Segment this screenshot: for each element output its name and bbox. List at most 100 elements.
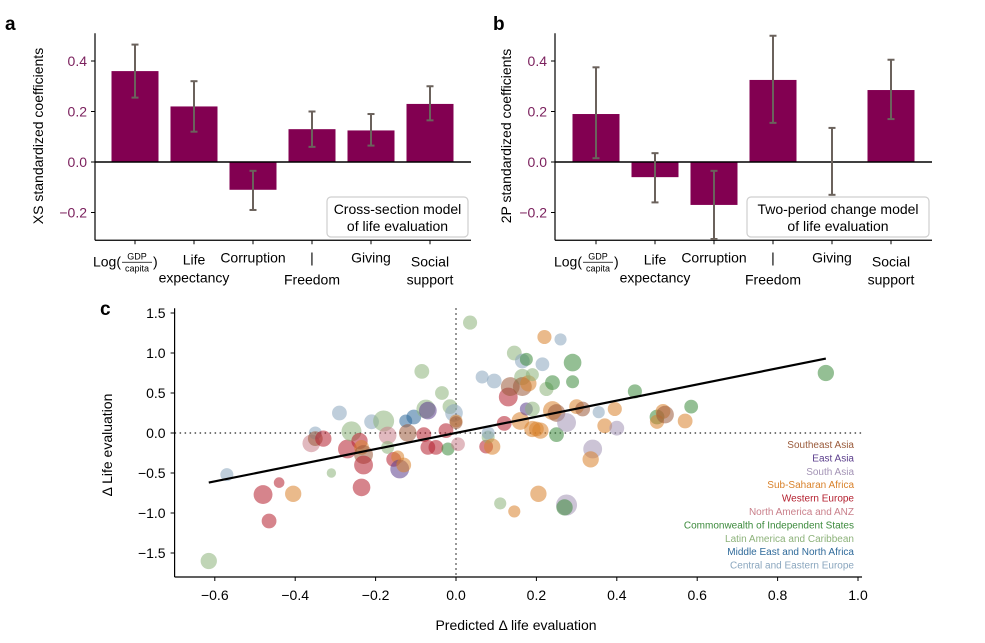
scatter-point bbox=[398, 424, 417, 442]
scatter-point bbox=[484, 438, 501, 455]
scatter-point bbox=[315, 430, 332, 447]
legend-entry: East Asia bbox=[812, 453, 854, 464]
scatter-point bbox=[273, 477, 285, 488]
scatter-point bbox=[352, 478, 371, 497]
scatter-point bbox=[428, 440, 444, 455]
x-tick-label: −0.2 bbox=[362, 587, 390, 603]
annotation-box bbox=[746, 196, 930, 238]
legend-entry: South Asia bbox=[806, 467, 854, 478]
scatter-point bbox=[575, 401, 591, 417]
panel-a-xlabels: Log(GDP capita) Life expectancy Corruption | F… bbox=[93, 240, 453, 287]
scatter-point bbox=[354, 455, 373, 475]
y-tick-label: −1.5 bbox=[138, 545, 166, 561]
scatter-point bbox=[535, 357, 550, 372]
scatter-point bbox=[475, 370, 489, 384]
x-tick-label: | bbox=[310, 249, 314, 265]
legend-entry: Southeast Asia bbox=[787, 440, 854, 451]
y-tick-label: 1.0 bbox=[146, 345, 166, 361]
scatter-point bbox=[525, 368, 539, 382]
panel-c-axes: −1.5 −1.0 −0.5 0.0 0.5 1.0 1.5 −0.6 −0.4 −0.2 0.0 0… bbox=[138, 305, 868, 603]
annotation-text: Cross-section model bbox=[334, 201, 462, 217]
annotation-text: of life evaluation bbox=[347, 218, 448, 234]
x-tick-label: 0.2 bbox=[527, 587, 547, 603]
x-tick-label: Corruption bbox=[220, 249, 285, 265]
scatter-point bbox=[494, 497, 507, 510]
scatter-point bbox=[609, 420, 625, 436]
x-tick-label-part: Log( bbox=[93, 253, 121, 269]
panel-a-ylabel: XS standardized coefficients bbox=[30, 48, 46, 224]
legend-entry: Middle East and North Africa bbox=[727, 547, 854, 558]
x-tick-label-log-gdp: Log(GDP capita) bbox=[554, 251, 619, 273]
panel-c-points bbox=[200, 315, 834, 570]
scatter-point bbox=[817, 364, 834, 382]
y-tick-label: −0.2 bbox=[519, 205, 547, 221]
panel-c-xlabel: Predicted Δ life evaluation bbox=[435, 617, 596, 633]
panel-c-ylabel: Δ Life evaluation bbox=[99, 394, 115, 497]
annotation-text: of life evaluation bbox=[787, 218, 888, 234]
panel-c-legend: Southeast Asia East Asia South Asia Sub-Sah… bbox=[684, 440, 855, 572]
x-tick-label: | bbox=[771, 249, 775, 265]
scatter-point bbox=[332, 405, 347, 421]
scatter-point bbox=[519, 352, 533, 366]
y-tick-label: 0.0 bbox=[146, 425, 166, 441]
x-tick-label: 0.0 bbox=[446, 587, 466, 603]
x-tick-label: Life bbox=[183, 251, 206, 267]
scatter-point bbox=[419, 401, 437, 420]
x-tick-label-log-gdp: Log(GDP capita) bbox=[93, 251, 158, 273]
scatter-point bbox=[537, 329, 552, 345]
panel-b-bars bbox=[555, 34, 932, 241]
fraction-denominator: capita bbox=[125, 263, 149, 273]
scatter-point bbox=[549, 427, 564, 442]
scatter-point bbox=[677, 413, 693, 429]
x-tick-label: Social bbox=[411, 253, 449, 269]
y-tick-label: 0.2 bbox=[528, 104, 548, 120]
fraction-numerator: GDP bbox=[588, 251, 608, 261]
scatter-point bbox=[582, 451, 599, 468]
panel-b-ylabel: 2P standardized coefficients bbox=[498, 49, 514, 224]
scatter-point bbox=[557, 413, 576, 433]
legend-entry: Western Europe bbox=[782, 494, 855, 505]
panel-a-bar-chart: a XS standardized coefficients −0.2 0.0 0.… bbox=[5, 14, 471, 287]
legend-entry: Central and Eastern Europe bbox=[730, 561, 854, 572]
legend-entry: Commonwealth of Independent States bbox=[684, 520, 854, 531]
x-tick-label-line2: expectancy bbox=[620, 269, 691, 285]
x-tick-label-line2: Freedom bbox=[745, 271, 801, 287]
x-tick-label-part: ) bbox=[153, 253, 158, 269]
scatter-point bbox=[627, 384, 642, 399]
annotation-box bbox=[326, 196, 469, 238]
panel-b-xlabels: Log(GDP capita) Life expectancy Corruption | F… bbox=[554, 240, 914, 287]
scatter-point bbox=[508, 505, 521, 518]
panel-c-scatter-chart: c Δ Life evaluation Predicted Δ life eva… bbox=[99, 299, 868, 633]
scatter-point bbox=[261, 513, 277, 529]
x-tick-label-line2: expectancy bbox=[159, 269, 230, 285]
scatter-point bbox=[253, 485, 273, 505]
x-tick-label: Corruption bbox=[681, 249, 746, 265]
scatter-point bbox=[396, 457, 412, 473]
scatter-point bbox=[563, 353, 582, 372]
y-tick-label: −0.5 bbox=[138, 465, 166, 481]
legend-entry: Latin America and Caribbean bbox=[725, 534, 854, 545]
y-tick-label: 1.5 bbox=[146, 305, 166, 321]
scatter-point bbox=[530, 485, 547, 502]
scatter-point bbox=[373, 410, 395, 432]
x-tick-label-part: Log( bbox=[554, 253, 582, 269]
y-tick-label: −0.2 bbox=[59, 205, 87, 221]
legend-entry: Sub-Saharan Africa bbox=[767, 480, 854, 491]
scatter-point bbox=[532, 422, 549, 439]
scatter-point bbox=[607, 401, 622, 417]
annotation-text: Two-period change model bbox=[757, 201, 918, 217]
panel-c-fit-line-group bbox=[208, 357, 827, 484]
panel-b-label: b bbox=[493, 14, 505, 35]
fraction-denominator: capita bbox=[586, 263, 610, 273]
scatter-point bbox=[326, 468, 337, 478]
scatter-point bbox=[285, 485, 302, 502]
x-tick-label: 1.0 bbox=[848, 587, 868, 603]
scatter-point bbox=[441, 442, 455, 456]
x-tick-label: Giving bbox=[351, 249, 391, 265]
scatter-point bbox=[545, 375, 560, 390]
x-tick-label: Life bbox=[644, 251, 667, 267]
x-tick-label: 0.8 bbox=[768, 587, 788, 603]
